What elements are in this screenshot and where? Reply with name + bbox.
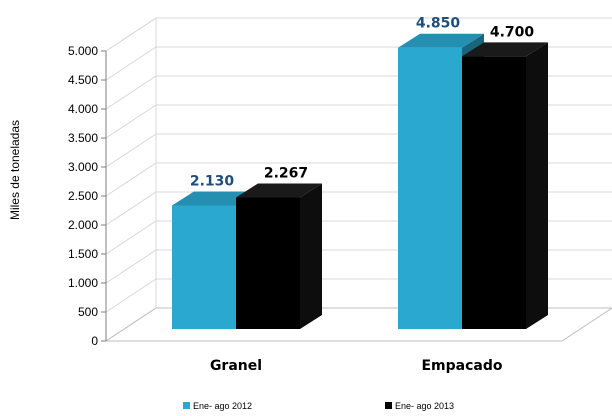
y-tick-label: 5.000 [68,44,98,58]
legend-swatch [385,402,392,409]
x-axis-categories: Granel Empacado [210,358,503,374]
data-label: 4.700 [490,24,535,40]
data-label: 4.850 [416,16,461,32]
x-category-label: Empacado [421,358,502,374]
data-labels: 2.130 2.267 4.850 4.700 [190,16,535,190]
bar-top [236,183,322,198]
y-tick-label: 2.500 [68,189,98,203]
legend: Ene- ago 2012 Ene- ago 2013 [183,401,454,411]
y-tick-label: 3.000 [68,160,98,174]
y-tick-label: 1.000 [68,276,98,290]
bar-side [300,183,322,329]
legend-label: Ene- ago 2012 [193,401,252,411]
bar [236,197,300,329]
data-label: 2.267 [264,166,308,182]
gridline [105,17,612,52]
y-axis-ticks: 0 500 1.000 1.500 2.000 2.500 3.000 3.500 4.000 4… [68,44,107,348]
bars [172,33,548,330]
y-tick-label: 1.500 [68,247,98,261]
y-axis-label: Miles de toneladas [8,120,22,220]
bar-side [526,42,548,330]
y-tick-label: 3.500 [68,131,98,145]
bar [398,47,462,329]
y-tick-label: 4.000 [68,102,98,116]
x-category-label: Granel [210,358,262,374]
legend-label: Ene- ago 2013 [395,401,454,411]
y-tick-label: 2.000 [68,218,98,232]
y-tick-label: 500 [78,305,98,319]
bar [172,205,236,329]
data-label: 2.130 [190,173,235,189]
y-tick-label: 0 [91,334,98,348]
y-tick-label: 4.500 [68,73,98,87]
bar [462,56,526,330]
bar-top [462,42,548,57]
bar-top [398,33,484,48]
floor [104,307,612,342]
legend-swatch [183,402,190,409]
